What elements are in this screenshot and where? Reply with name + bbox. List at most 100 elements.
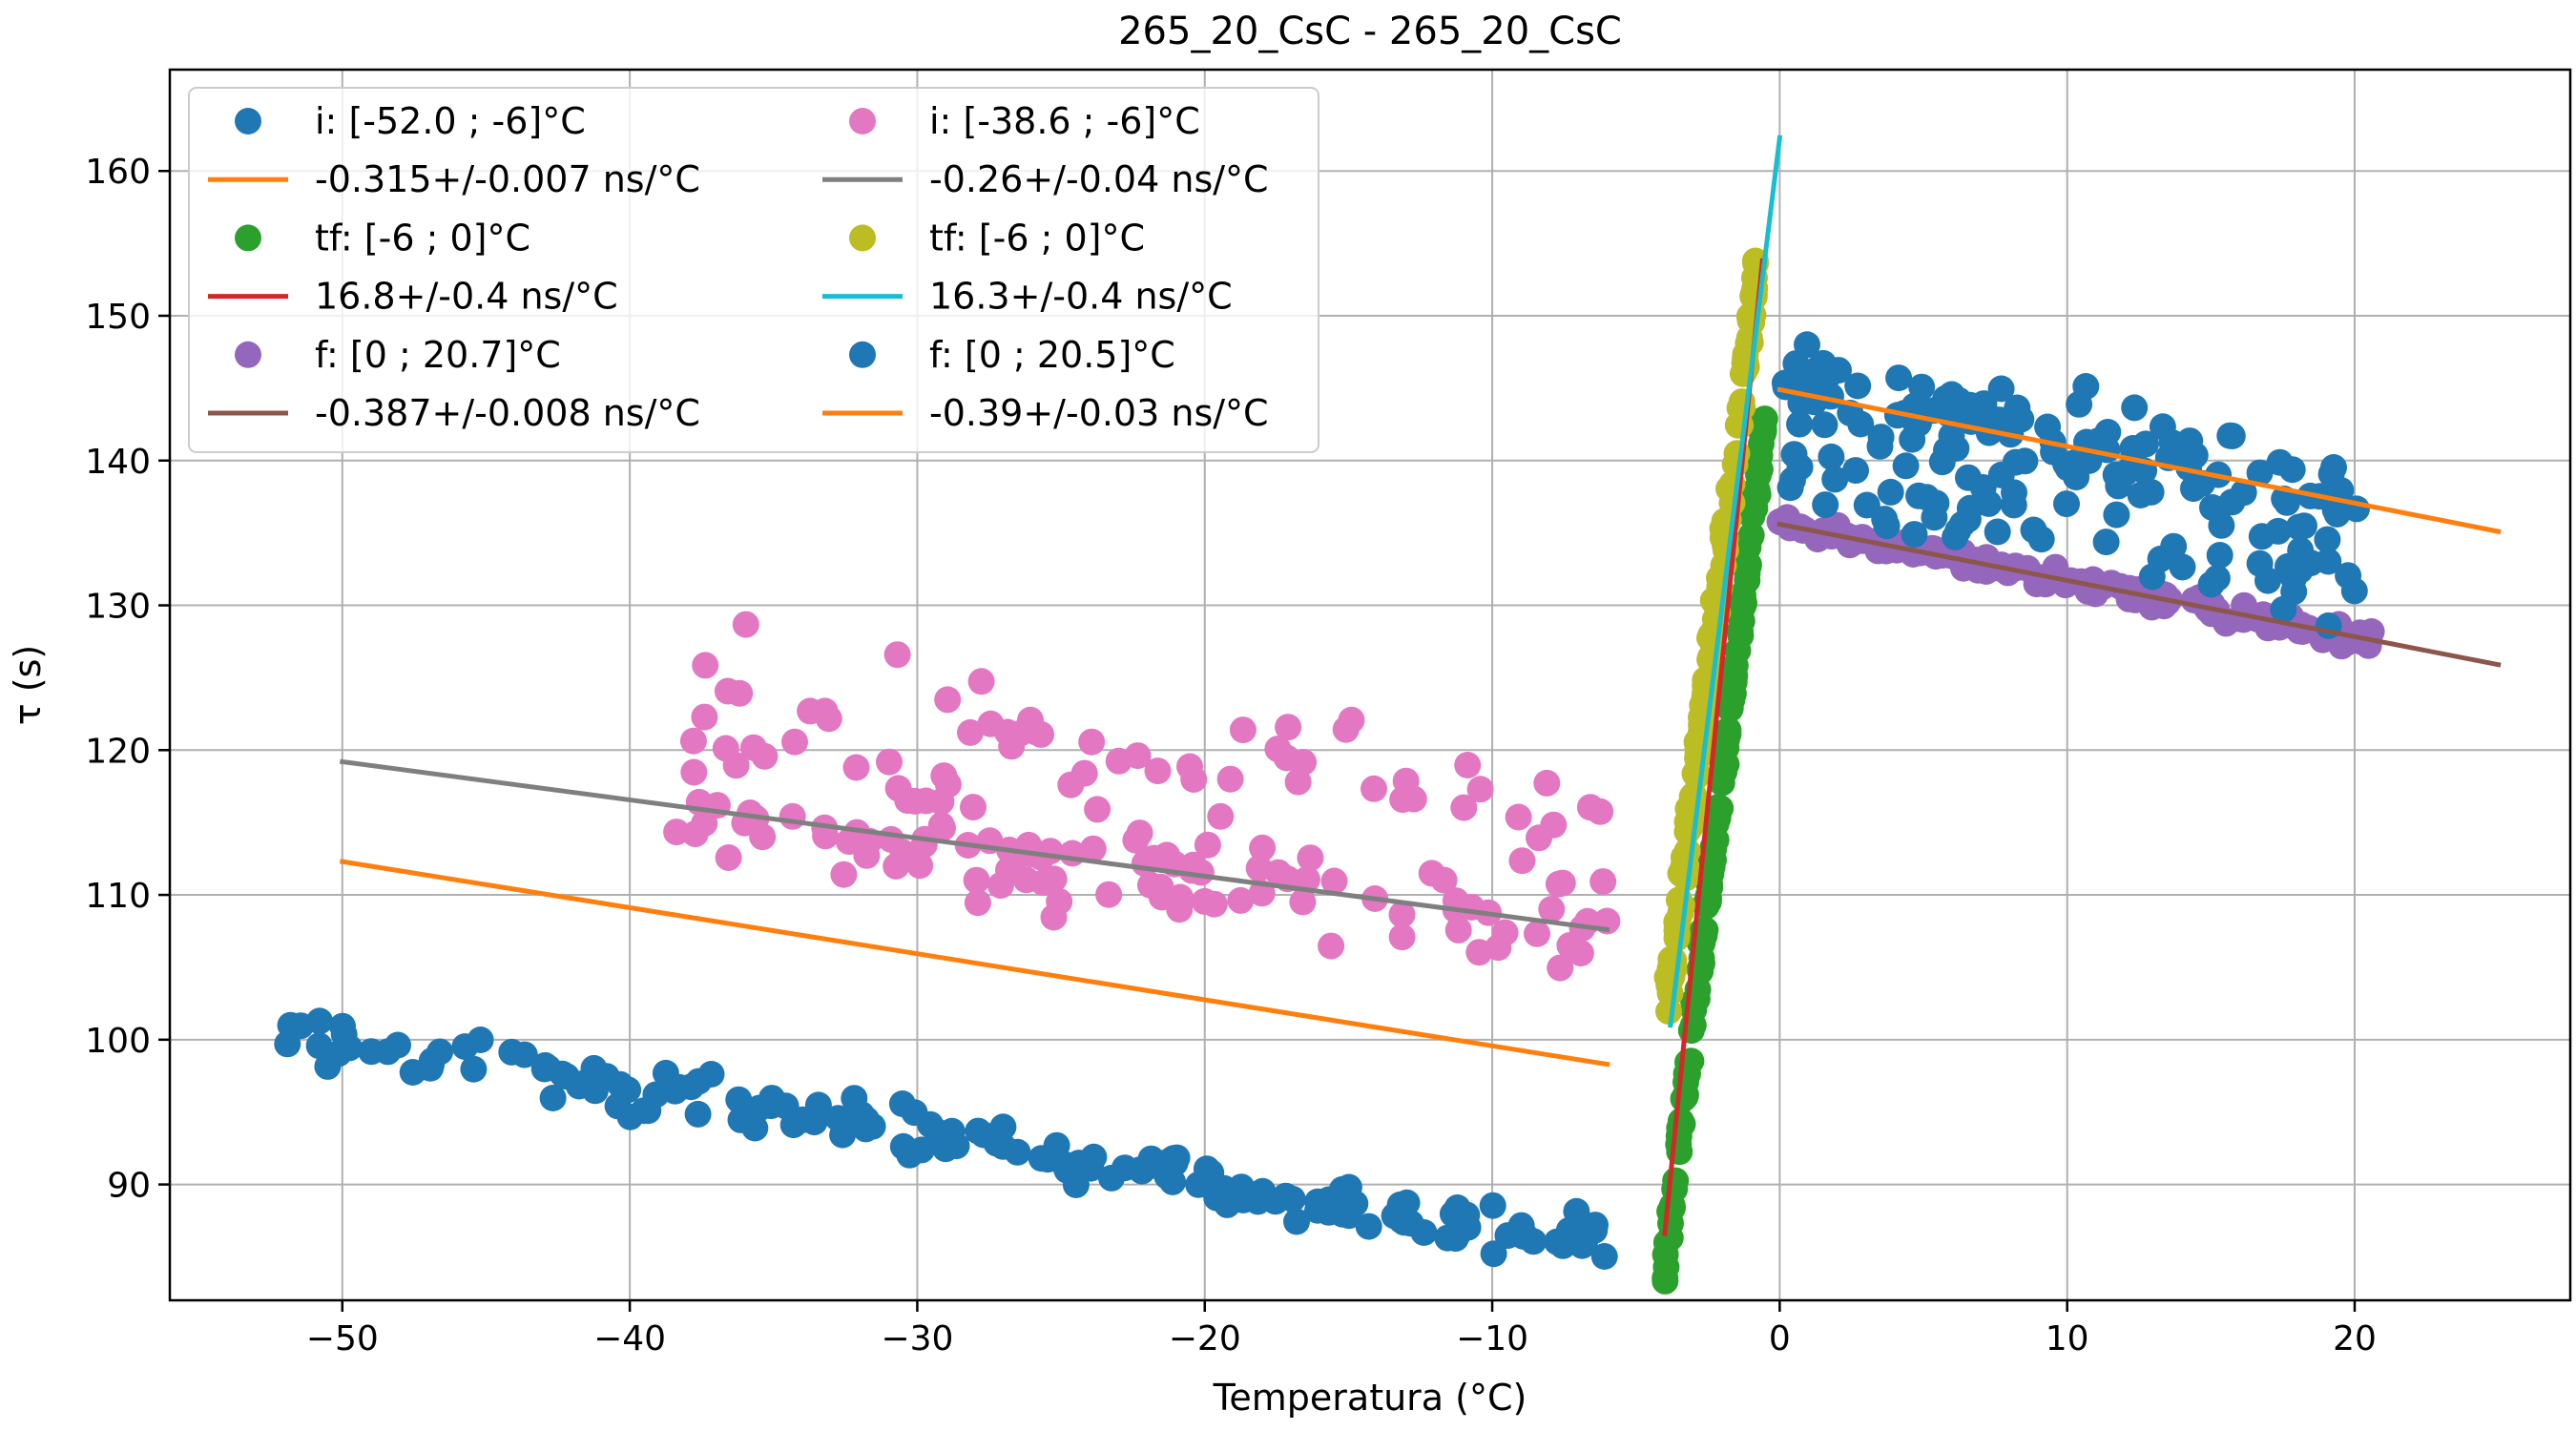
scatter-point (1811, 411, 1839, 439)
scatter-point (1194, 831, 1221, 859)
scatter-point (661, 1077, 689, 1105)
scatter-point (1505, 803, 1532, 831)
scatter-point (1079, 835, 1107, 862)
scatter-point (960, 794, 987, 821)
scatter-point (1216, 765, 1244, 793)
legend-box (188, 87, 1319, 453)
scatter-point (2175, 454, 2203, 482)
scatter-point (912, 787, 940, 815)
scatter-point (1191, 887, 1218, 915)
scatter-point (2072, 373, 2100, 400)
scatter-point (967, 668, 995, 695)
scatter-point (1078, 728, 1106, 756)
scatter-point (1913, 484, 1941, 511)
scatter-point (1574, 907, 1601, 935)
scatter-point (1336, 1202, 1362, 1230)
scatter-point (779, 802, 806, 830)
scatter-point (314, 1052, 342, 1080)
scatter-point (2314, 526, 2341, 553)
scatter-point (2063, 464, 2090, 491)
scatter-point (2270, 595, 2297, 623)
legend-label: f: [0 ; 20.5]°C (929, 334, 1175, 376)
scatter-point (1389, 786, 1417, 814)
legend-marker (849, 224, 876, 252)
scatter-point (1786, 453, 1814, 481)
scatter-point (1386, 1191, 1414, 1218)
scatter-point (274, 1030, 301, 1058)
scatter-point (681, 820, 709, 848)
scatter-point (1665, 1130, 1693, 1158)
scatter-point (1786, 410, 1814, 438)
axes-ticks: −50 −40 −30 −20 −10 0 10 20 90 100 110 120 130 140 150… (85, 153, 2377, 1358)
y-tick-label: 140 (85, 443, 151, 482)
y-tick-label: 120 (85, 732, 151, 771)
scatter-point (1812, 491, 1839, 519)
scatter-point (1180, 766, 1208, 793)
scatter-point (1871, 506, 1899, 533)
y-tick-label: 130 (85, 588, 151, 627)
scatter-point (2121, 394, 2149, 422)
scatter-point (1214, 1191, 1241, 1218)
scatter-point (1984, 518, 2011, 546)
fit-line (1776, 521, 2502, 668)
plot-area (274, 135, 2502, 1295)
scatter-point (1136, 871, 1164, 899)
scatter-point (1388, 901, 1416, 928)
scatter-point (1053, 1151, 1081, 1179)
scatter-point (2094, 419, 2122, 446)
scatter-point (1361, 775, 1387, 802)
x-tick-label: −40 (593, 1319, 666, 1358)
scatter-point (1825, 357, 1852, 384)
scatter-point (1714, 725, 1740, 753)
scatter-point (2216, 422, 2244, 449)
scatter-point (1320, 867, 1348, 895)
scatter-point (1508, 847, 1536, 875)
legend-label: -0.26+/-0.04 ns/°C (929, 158, 1269, 200)
scatter-point (1680, 790, 1708, 818)
scatter-point (987, 872, 1014, 900)
scatter-point (467, 1027, 494, 1053)
scatter-point (1652, 1267, 1679, 1295)
scatter-point (963, 866, 990, 894)
scatter-point (1590, 1243, 1618, 1270)
scatter-point (510, 1041, 538, 1068)
scatter-point (1207, 802, 1235, 830)
scatter-point (1986, 406, 2014, 434)
scatter-point (1355, 1213, 1382, 1240)
scatter-point (831, 1107, 859, 1134)
scatter-series (1652, 405, 1778, 1295)
fit-line (339, 859, 1610, 1068)
scatter-point (1556, 932, 1584, 959)
scatter-point (732, 611, 759, 638)
scatter-point (1028, 720, 1055, 748)
scatter-point (1663, 924, 1691, 952)
scatter-point (2169, 553, 2196, 581)
scatter-point (614, 1076, 642, 1104)
scatter-point (1479, 1192, 1506, 1219)
scatter-point (1480, 1240, 1507, 1268)
scatter-point (1901, 521, 1928, 549)
scatter-point (2103, 501, 2130, 529)
scatter-point (1454, 752, 1482, 778)
scatter-point (1698, 853, 1726, 881)
scatter-point (1444, 916, 1472, 944)
y-tick-label: 110 (85, 877, 151, 916)
scatter-point (889, 839, 917, 866)
scatter-point (680, 758, 708, 786)
scatter-point (2230, 479, 2257, 507)
scatter-point (876, 748, 903, 776)
scatter-point (977, 710, 1005, 737)
scatter-point (934, 686, 962, 714)
scatter-point (2053, 490, 2080, 518)
y-tick-label: 160 (85, 153, 151, 192)
scatter-point (841, 1085, 868, 1112)
scatter-point (712, 735, 739, 762)
x-tick-label: 0 (1769, 1319, 1791, 1358)
scatter-point (725, 1086, 753, 1113)
scatter-point (684, 1100, 712, 1128)
scatter-point (1794, 331, 1820, 359)
scatter-point (539, 1085, 567, 1111)
scatter-point (1866, 432, 1894, 460)
fit-line (1668, 135, 1783, 1028)
